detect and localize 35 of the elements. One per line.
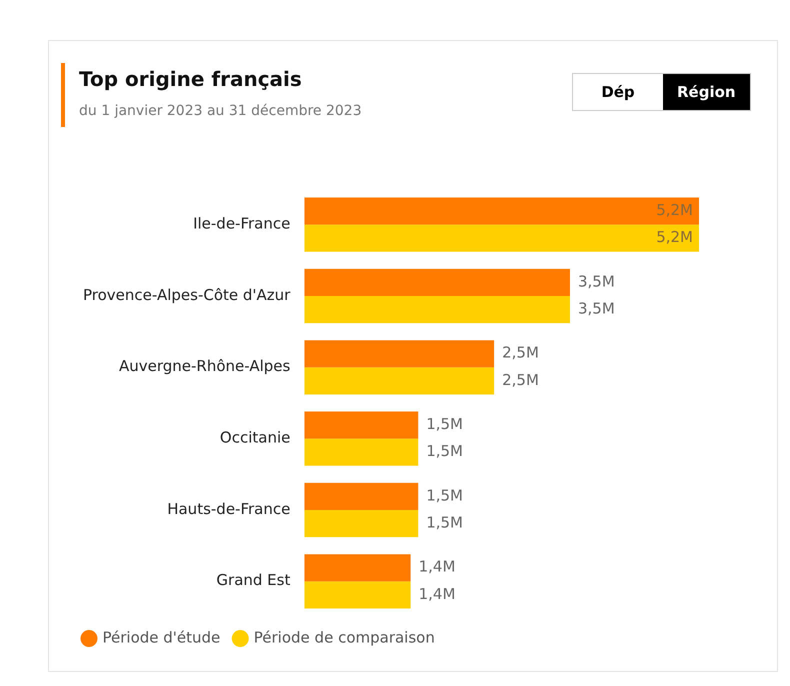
- data-label: 1,4M: [418, 558, 456, 576]
- bar: [304, 412, 418, 439]
- data-label: 2,5M: [502, 344, 539, 362]
- legend-label: Période de comparaison: [254, 628, 435, 646]
- selected-toggle: Région: [663, 74, 750, 110]
- bar: [304, 296, 570, 324]
- data-label: 3,5M: [578, 272, 615, 290]
- y-tick-label: Ile-de-France: [193, 214, 290, 233]
- y-tick-label: Hauts-de-France: [167, 500, 290, 518]
- y-tick-label: Occitanie: [220, 428, 290, 447]
- bar: [304, 198, 699, 225]
- data-label: 5,2M: [656, 201, 693, 220]
- chart-subtitle: du 1 janvier 2023 au 31 décembre 2023: [79, 103, 362, 119]
- data-label: 1,5M: [426, 415, 463, 434]
- data-label: 2,5M: [502, 370, 539, 389]
- bar: [304, 268, 570, 296]
- bar: [304, 510, 418, 538]
- bar: [304, 554, 411, 582]
- y-tick-label: Grand Est: [216, 571, 290, 590]
- data-label: 1,4M: [418, 584, 456, 603]
- bar: [304, 224, 699, 252]
- bar: [304, 340, 494, 368]
- legend-label: Période d'étude: [102, 628, 220, 646]
- y-tick-label: Provence-Alpes-Côte d'Azur: [82, 286, 292, 304]
- bar: [304, 482, 418, 510]
- y-tick-label: Auvergne-Rhône-Alpes: [118, 357, 291, 376]
- bar: [304, 581, 411, 608]
- bar: [304, 438, 418, 466]
- chart-title: Top origine français: [79, 67, 302, 91]
- data-label: 1,5M: [426, 486, 463, 504]
- data-label: 3,5M: [578, 299, 615, 318]
- data-label: 5,2M: [656, 228, 693, 246]
- data-label: 1,5M: [426, 513, 463, 532]
- bar: [304, 367, 494, 394]
- data-label: 1,5M: [426, 442, 463, 460]
